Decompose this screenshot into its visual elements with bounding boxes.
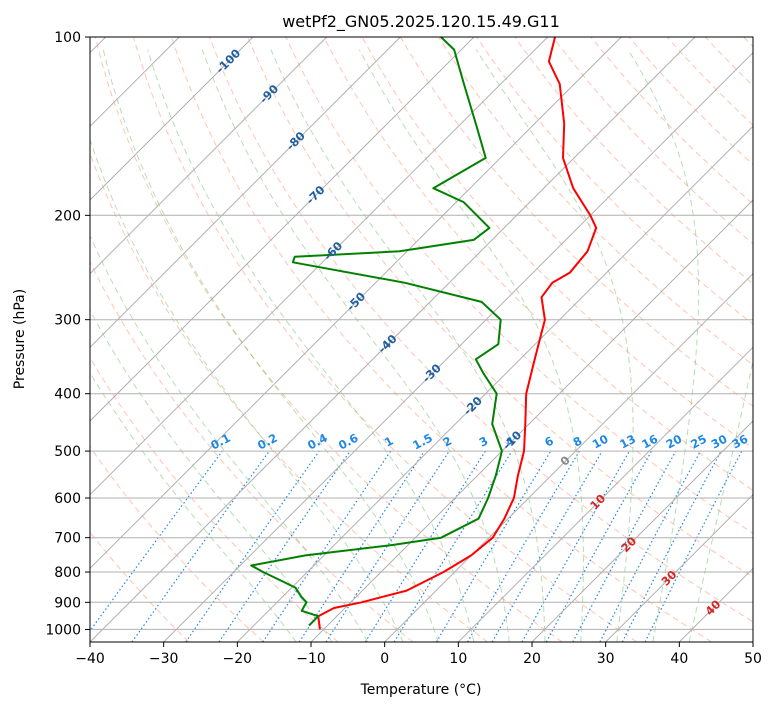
mixing-ratio-label: 25	[688, 432, 709, 452]
x-tick-label: −30	[149, 651, 179, 667]
dry-adiabat	[90, 446, 264, 642]
x-tick-label: −20	[223, 651, 253, 667]
mixing-ratio-label: 20	[664, 432, 685, 452]
dry-adiabat	[399, 37, 753, 407]
mixing-ratio-label: 36	[730, 432, 751, 452]
dry-adiabat	[209, 37, 753, 623]
mixing-ratio-label: 10	[590, 432, 611, 452]
axes: −40 −30 −20 −10 0 10 20 30 40 50 1000 900 800 700 600 5…	[45, 30, 762, 667]
mixing-ratio-line	[466, 450, 580, 642]
moist-adiabat	[147, 49, 475, 642]
mixing-ratio-line	[572, 450, 677, 642]
mixing-ratio-line	[131, 450, 270, 642]
mixing-ratio-line	[90, 450, 223, 632]
dry-adiabat	[132, 37, 638, 642]
y-tick-label: 500	[54, 444, 81, 460]
mixing-ratio-line	[218, 450, 351, 642]
y-tick-label: 800	[54, 565, 81, 581]
dry-adiabat	[90, 260, 414, 642]
isotherm-gridline	[90, 37, 696, 642]
isotherm-gridline	[90, 37, 328, 275]
isotherm-gridline	[163, 51, 753, 642]
x-tick-label: −10	[296, 651, 326, 667]
moist-adiabat	[475, 49, 634, 642]
series-line-1	[250, 37, 503, 627]
mixing-ratio-line	[521, 450, 631, 642]
isotherm-gridline	[90, 37, 622, 570]
x-axis-label: Temperature (°C)	[360, 682, 482, 698]
x-tick-label: −40	[75, 651, 105, 667]
mixing-ratio-line	[393, 450, 513, 642]
mixing-ratio-line	[435, 450, 552, 642]
y-tick-label: 400	[54, 387, 81, 403]
isotherm-gridline	[90, 37, 401, 349]
isotherm-gridline	[605, 493, 753, 642]
y-tick-label: 600	[54, 491, 81, 507]
moist-adiabat	[688, 358, 753, 642]
y-tick-label: 1000	[45, 622, 81, 638]
dry-adiabat	[94, 37, 563, 642]
moist-adiabat	[627, 49, 700, 642]
dry-adiabat	[323, 37, 753, 491]
y-tick-label: 300	[54, 313, 81, 329]
isotherm-gridline	[531, 420, 753, 642]
mixing-ratio-line	[185, 450, 320, 642]
isotherm-gridline	[90, 37, 475, 422]
dry-adiabat	[628, 37, 753, 166]
y-tick-label: 100	[54, 30, 81, 46]
moist-adiabat	[90, 371, 297, 642]
x-tick-label: 10	[449, 651, 467, 667]
x-tick-label: 20	[523, 651, 541, 667]
moist-adiabat	[201, 49, 510, 642]
mixing-ratio-line	[364, 450, 486, 642]
isotherm-gridline	[90, 37, 254, 201]
mixing-ratio-label: 16	[639, 432, 660, 452]
mixing-ratio-label: 13	[617, 432, 638, 452]
dry-adiabat	[476, 37, 753, 325]
series-line-0	[317, 37, 598, 630]
x-tick-label: 30	[597, 651, 615, 667]
background-lines	[90, 37, 753, 642]
isotherm-gridline	[90, 37, 549, 496]
dry-adiabat	[514, 37, 753, 285]
mixing-ratio-line	[491, 450, 603, 642]
moist-adiabat	[90, 309, 333, 642]
moist-adiabat	[102, 49, 439, 642]
isotherm-gridline	[384, 272, 753, 642]
x-tick-label: 40	[670, 651, 688, 667]
x-tick-label: 50	[744, 651, 762, 667]
x-tick-label: 0	[380, 651, 389, 667]
mixing-ratio-label: 30	[709, 432, 730, 452]
moist-adiabat	[90, 138, 404, 642]
moist-adiabat	[270, 49, 546, 642]
dry-adiabat	[247, 37, 753, 578]
y-axis-label: Pressure (hPa)	[12, 289, 28, 389]
chart-title: wetPf2_GN05.2025.120.15.49.G11	[282, 12, 560, 32]
y-tick-label: 900	[54, 595, 81, 611]
y-tick-label: 700	[54, 531, 81, 547]
series-layer	[250, 37, 598, 630]
y-tick-label: 200	[54, 208, 81, 224]
plot-frame	[89, 36, 754, 643]
moist-adiabat	[90, 234, 369, 642]
isotherm-gridline	[457, 346, 753, 642]
